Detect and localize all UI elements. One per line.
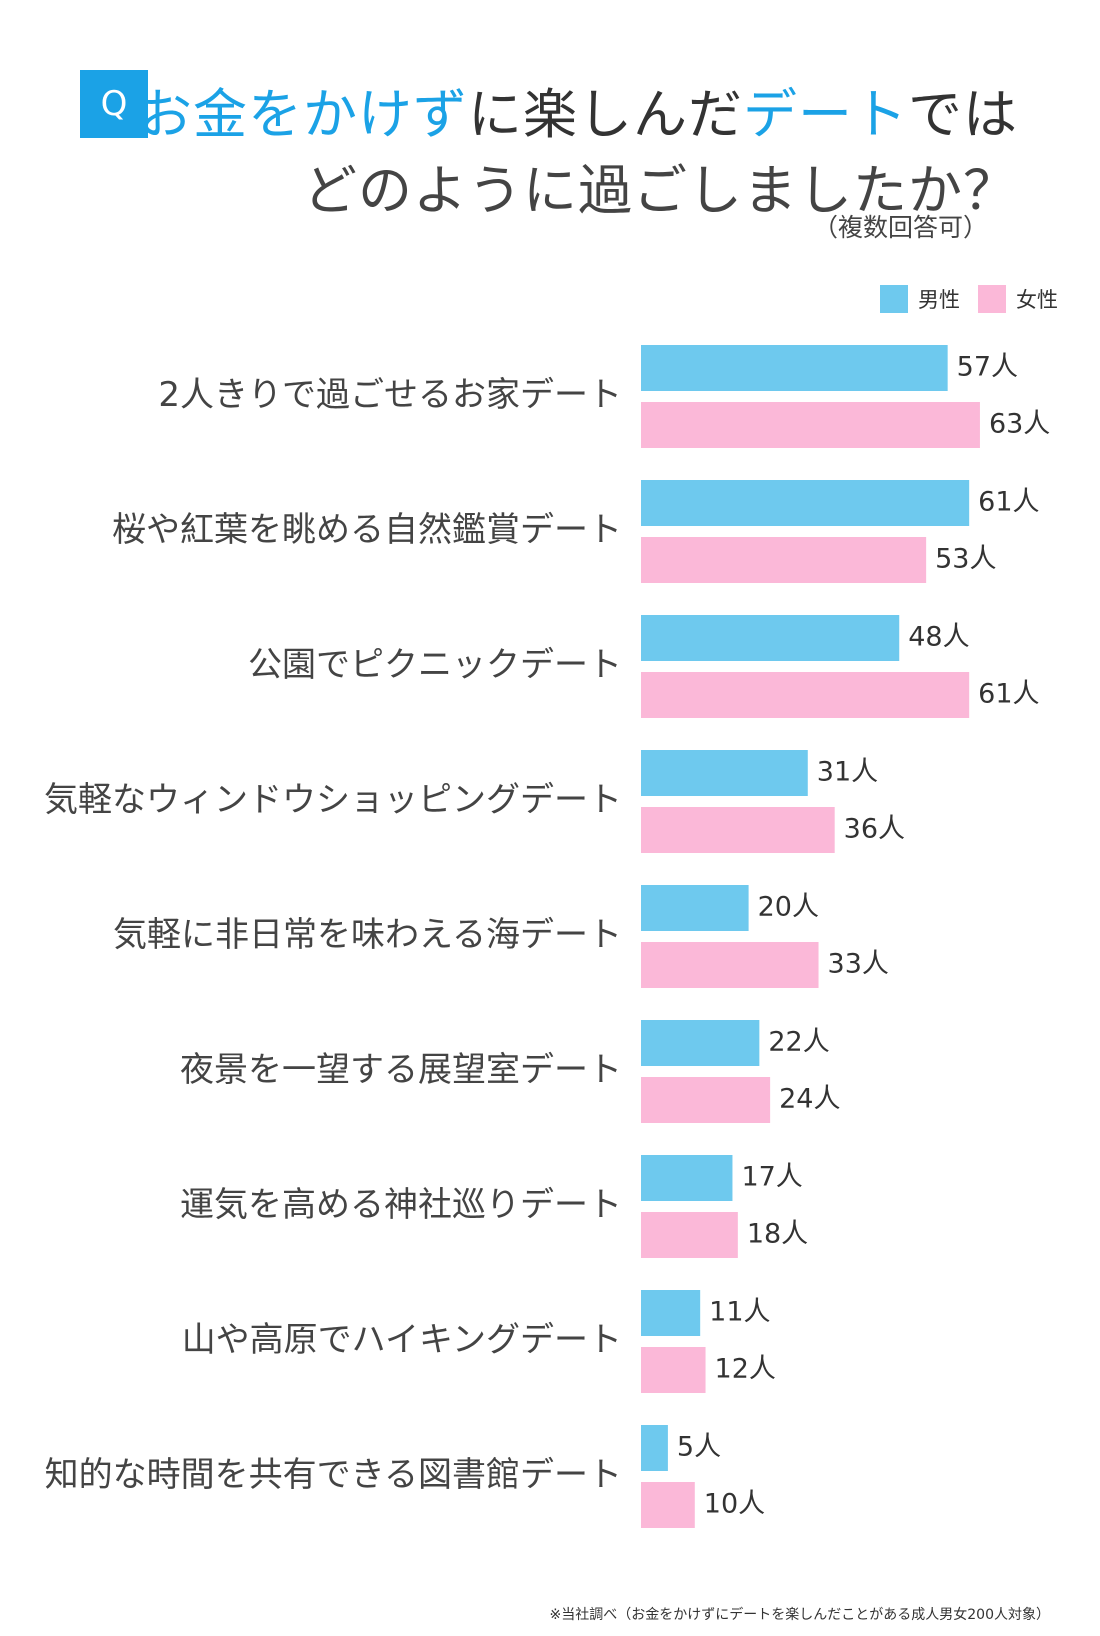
- value-label-male: 20人: [758, 892, 819, 923]
- value-label-male: 61人: [978, 487, 1039, 518]
- value-label-male: 31人: [817, 757, 878, 788]
- value-label-female: 10人: [704, 1489, 765, 1520]
- title-part-2: に楽しんだ: [468, 83, 743, 146]
- title-part-4: では: [908, 83, 1018, 146]
- value-label-male: 5人: [677, 1432, 721, 1463]
- question-badge: Q: [80, 70, 148, 138]
- bar-female: [641, 672, 970, 718]
- category-label: 気軽に非日常を味わえる海デート: [113, 915, 622, 955]
- bar-male: [641, 1020, 760, 1066]
- bar-male: [641, 1290, 701, 1336]
- value-label-female: 53人: [935, 544, 996, 575]
- bar-female: [641, 1212, 738, 1258]
- bar-female: [641, 1347, 706, 1393]
- value-label-female: 24人: [779, 1084, 840, 1115]
- category-label: 2人きりで過ごせるお家デート: [158, 375, 622, 415]
- value-label-female: 33人: [828, 949, 889, 980]
- bar-male: [641, 750, 808, 796]
- value-label-female: 18人: [747, 1219, 808, 1250]
- multiple-answer-note: （複数回答可）: [812, 213, 988, 242]
- value-label-female: 36人: [844, 814, 905, 845]
- footnote: ※当社調べ（お金をかけずにデートを楽しんだことがある成人男女200人対象）: [549, 1607, 1050, 1623]
- category-label: 桜や紅葉を眺める自然鑑賞デート: [112, 510, 622, 550]
- value-label-male: 57人: [957, 352, 1018, 383]
- legend-female-swatch: [978, 285, 1006, 313]
- bar-male: [641, 1425, 668, 1471]
- value-label-female: 63人: [989, 409, 1050, 440]
- category-label: 山や高原でハイキングデート: [182, 1320, 622, 1360]
- value-label-female: 12人: [715, 1354, 776, 1385]
- value-label-female: 61人: [978, 679, 1039, 710]
- chart-legend: 男性 女性: [880, 284, 1058, 314]
- title-line-1: お金をかけずに楽しんだデートでは: [138, 70, 1018, 149]
- bar-male: [641, 1155, 733, 1201]
- value-label-male: 48人: [908, 622, 969, 653]
- bar-female: [641, 942, 819, 988]
- bar-male: [641, 615, 900, 661]
- bar-male: [641, 885, 749, 931]
- category-label: 夜景を一望する展望室デート: [180, 1050, 622, 1090]
- title-part-1: お金をかけず: [138, 83, 468, 146]
- legend-male-label: 男性: [918, 288, 960, 312]
- category-label: 公園でピクニックデート: [248, 645, 622, 685]
- bar-male: [641, 345, 948, 391]
- value-label-male: 17人: [741, 1162, 802, 1193]
- category-label: 知的な時間を共有できる図書館デート: [45, 1455, 622, 1495]
- legend-male-swatch: [880, 285, 908, 313]
- title-line-2: どのように過ごしましたか？: [303, 159, 1018, 222]
- category-label: 運気を高める神社巡りデート: [180, 1185, 622, 1225]
- category-label: 気軽なウィンドウショッピングデート: [44, 780, 622, 820]
- title-part-3: デート: [743, 83, 908, 146]
- bar-female: [641, 402, 980, 448]
- value-label-male: 11人: [709, 1297, 770, 1328]
- value-label-male: 22人: [768, 1027, 829, 1058]
- bar-female: [641, 537, 927, 583]
- legend-female-label: 女性: [1016, 288, 1058, 312]
- bar-female: [641, 1077, 771, 1123]
- bar-female: [641, 807, 835, 853]
- bar-male: [641, 480, 970, 526]
- bar-female: [641, 1482, 695, 1528]
